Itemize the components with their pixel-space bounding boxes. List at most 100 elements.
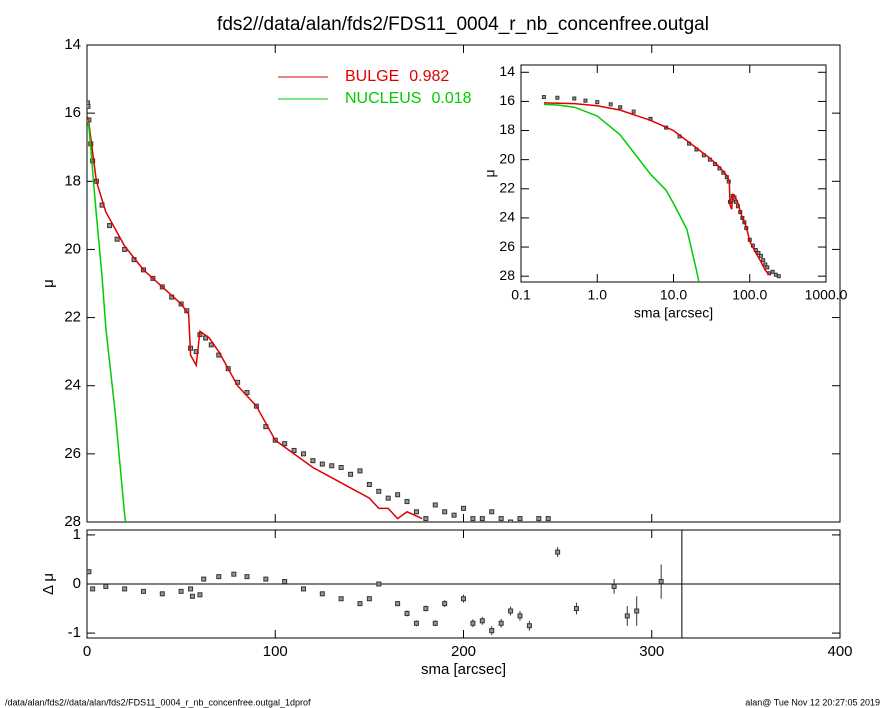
residual-point [461,596,466,602]
residual-point [634,608,640,614]
data-point [618,105,623,110]
x-axis-label: sma [arcsec] [634,305,713,321]
data-point [329,463,335,469]
data-point [319,461,325,467]
residual-point [395,601,401,607]
data-point [413,509,419,515]
data-point [572,96,577,101]
inset-background [521,65,826,282]
residual-point [611,583,617,589]
data-point [508,519,514,522]
residual-point [197,592,203,598]
y-tick-label: 28 [64,513,81,530]
y-axis-label: μ [482,169,498,177]
residual-point [263,576,269,582]
residual-point [159,591,165,597]
data-point [517,516,523,522]
y-tick-label: 16 [64,104,81,121]
residual-point [624,613,630,619]
residual-point [376,581,382,587]
residual-point [357,601,363,607]
data-point [310,458,316,464]
data-point [498,516,504,522]
legend-label: NUCLEUS [345,90,421,107]
data-point [555,95,560,100]
residual-point [432,620,438,626]
residual-point [498,620,504,626]
plot-area [87,100,551,522]
y-tick-label: 1 [73,526,81,543]
data-point [536,516,542,522]
chart-title: fds2//data/alan/fds2/FDS11_0004_r_nb_con… [217,14,709,35]
residual-point [188,586,194,592]
data-point [376,488,382,494]
data-point [461,505,466,511]
data-point [385,495,391,501]
data-point [244,390,250,396]
residual-point [479,618,485,624]
x-tick-label: 1000.0 [805,287,848,303]
y-tick-label: 26 [64,445,81,462]
residual-point [103,583,109,589]
residual-point [90,586,96,592]
residual-point [282,579,288,585]
x-tick-label: 0 [83,643,91,660]
model-line [87,116,423,520]
data-point [770,269,775,274]
data-point [479,516,485,522]
data-point [282,441,288,447]
data-point [357,468,363,474]
residual-point [201,576,207,582]
y-tick-label: 22 [64,309,81,326]
y-tick-label: 24 [64,377,81,394]
y-tick-label: 28 [499,267,515,283]
data-point [338,464,344,470]
residual-point [489,628,495,634]
plot-area [541,95,781,282]
data-point [765,265,770,270]
x-tick-label: 100.0 [732,287,767,303]
data-point [366,482,372,488]
y-tick-label: 26 [499,238,515,254]
data-point [583,98,588,103]
y-tick-label: 14 [64,36,81,53]
data-point [423,516,429,522]
data-point [541,95,546,100]
residual-point [658,579,664,585]
y-axis-label: μ [40,279,57,288]
y-tick-label: 16 [499,92,515,108]
residual-point [231,571,237,577]
x-tick-label: 200 [451,643,476,660]
model-line [87,119,127,522]
data-point [300,451,306,457]
x-tick-label: 300 [639,643,664,660]
residual-point [508,608,514,614]
data-point [395,492,401,498]
residual-point [366,596,372,602]
model-line [543,103,700,282]
data-point [107,223,113,229]
data-point [114,236,120,242]
x-tick-label: 400 [827,643,852,660]
residual-point [87,569,92,575]
residual-point [216,574,222,580]
y-tick-label: 24 [499,209,515,225]
footer-right: alan@ Tue Nov 12 20:27:05 2019 [745,697,880,707]
residual-point [573,606,579,612]
residual-point [517,613,523,619]
model-line [543,102,770,276]
y-tick-label: 20 [499,150,515,166]
plot-area [87,530,840,638]
y-tick-label: 18 [499,121,515,137]
data-point [87,103,91,109]
data-point [776,274,781,279]
x-tick-label: 1.0 [588,287,608,303]
y-tick-label: 18 [64,172,81,189]
footer-left: /data/alan/fds2//data/alan/fds2/FDS11_00… [5,697,311,707]
data-point [608,102,613,107]
x-tick-label: 100 [263,643,288,660]
data-point [761,258,766,263]
residual-point [338,596,344,602]
x-tick-label: 0.1 [511,287,531,303]
